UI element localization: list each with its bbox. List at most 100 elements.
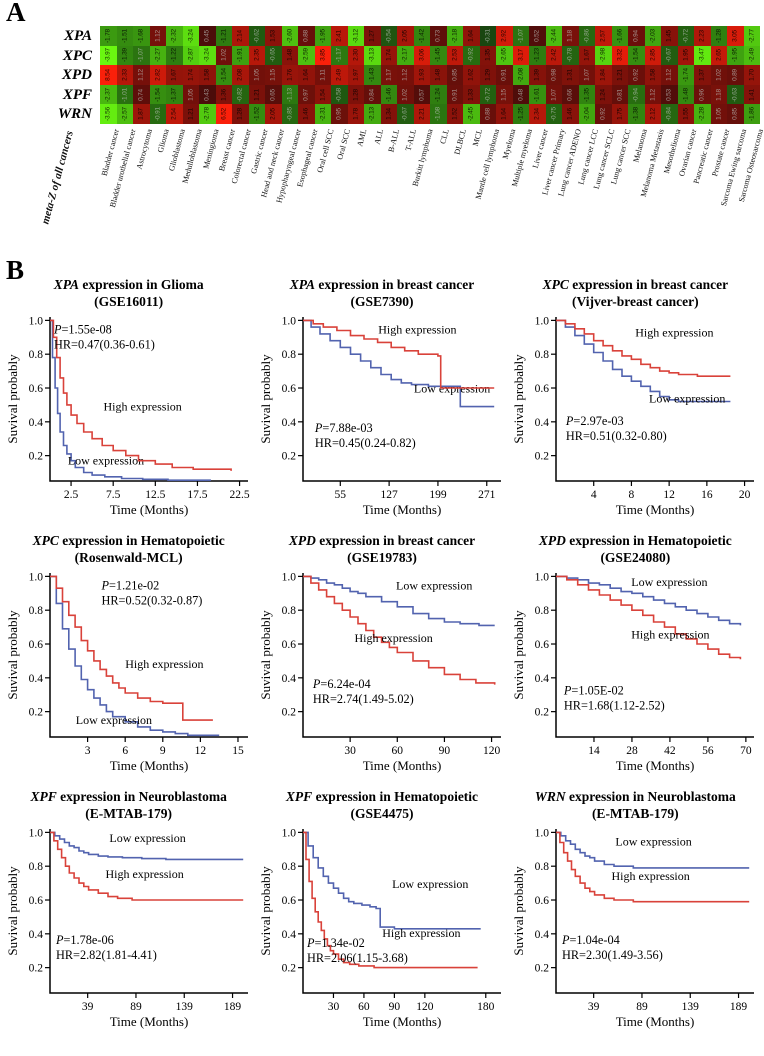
heatmap-cell-value: -0.62	[253, 28, 261, 43]
p-value-text: P=1.05E-02	[563, 683, 624, 697]
heatmap-cell-value: -1.51	[121, 28, 129, 43]
km-chart: 1.0 0.8 0.6 0.4 0.2 30 60 90 120 180 Suvival proba…	[258, 827, 501, 1029]
heatmap-cell-value: 1.36	[220, 88, 228, 101]
heatmap-cell-value: 2.14	[236, 29, 244, 42]
heatmap-cell-value: 1.31	[566, 69, 574, 81]
km-plot-xpc-4: XPC expression in Hematopoietic (Rosenwal…	[2, 528, 255, 776]
heatmap-cell-value: -2.87	[187, 48, 195, 63]
heatmap-cell-value: 1.41	[748, 88, 756, 101]
y-tick-label: 1.0	[535, 315, 550, 327]
heatmap-cell-value: 2.54	[170, 108, 178, 121]
heatmap-cell-value: 1.05	[253, 69, 261, 81]
heatmap-cell: 1.95	[677, 45, 694, 66]
heatmap-cell-value: -2.04	[583, 107, 591, 122]
heatmap-cell-value: -1.35	[583, 87, 591, 102]
heatmap-column-label: Myeloma	[500, 128, 518, 160]
heatmap-cell-value: -1.25	[517, 107, 525, 122]
x-tick-label: 39	[588, 1001, 600, 1013]
heatmap-cell-value: 1.15	[500, 88, 508, 101]
heatmap-cell: -0.67	[397, 104, 414, 124]
heatmap-cell-value: 0.97	[302, 88, 310, 101]
heatmap-cell-value: 0.57	[418, 88, 426, 101]
y-tick-label: 0.2	[535, 707, 550, 719]
heatmap-cell-value: -1.39	[121, 48, 129, 63]
y-tick-label: 0.6	[282, 383, 297, 395]
meta-z-heatmap: XPA -1.78 -1.51 -1.68 1.12 -2.32 -3.24 0.45 -1.2…	[0, 0, 764, 258]
survival-curve-high	[556, 575, 742, 660]
heatmap-cell: -1.51	[116, 26, 133, 46]
y-tick-label: 0.2	[282, 963, 297, 975]
heatmap-cell: 1.64	[298, 65, 315, 85]
plot-title-gene: XPD	[538, 533, 566, 548]
heatmap-cell: 1.02	[215, 45, 232, 66]
heatmap-cell-value: -1.13	[286, 87, 294, 102]
km-plot-xpa-2: XPA expression in breast cancer (GSE7390)…	[255, 272, 508, 520]
heatmap-cell: -1.95	[314, 26, 331, 46]
y-tick-label: 1.0	[282, 827, 297, 839]
y-tick-label: 0.6	[28, 895, 43, 907]
x-tick-label: 2.5	[64, 489, 79, 501]
meta-z-axis-label: meta-Z of all cancers	[39, 129, 76, 226]
heatmap-cell-value: 3.85	[319, 49, 327, 62]
heatmap-cell-value: 1.75	[616, 108, 624, 121]
x-tick-label: 12	[194, 745, 206, 757]
heatmap-column-label: Oral cell SCC	[315, 128, 336, 174]
heatmap-cell: -1.86	[743, 104, 760, 124]
y-tick-label: 0.8	[282, 861, 297, 873]
x-axis-title: Time (Months)	[616, 502, 695, 517]
heatmap-column-label: AML	[355, 128, 369, 148]
heatmap-cell: -2.49	[743, 45, 760, 66]
heatmap-cell-value: 2.12	[649, 108, 657, 121]
heatmap-cell: -0.67	[661, 45, 678, 66]
heatmap-gene-label-xpf: XPF	[62, 86, 92, 103]
heatmap-cell-value: -2.17	[401, 48, 409, 63]
heatmap-column-label: DLBCL	[452, 128, 468, 156]
heatmap-cell-value: 1.07	[550, 88, 558, 101]
heatmap-cell: 3.85	[314, 45, 331, 66]
y-tick-label: 0.6	[282, 895, 297, 907]
x-tick-label: 8	[629, 489, 635, 501]
heatmap-column-label: Glioma	[155, 128, 171, 154]
heatmap-cell-value: 3.32	[616, 49, 624, 62]
heatmap-cell: 0.91	[496, 65, 513, 85]
heatmap-cell-value: -1.46	[385, 87, 393, 102]
heatmap-cell-value: 1.28	[352, 88, 360, 101]
heatmap-cell-value: -1.95	[319, 28, 327, 43]
heatmap-cell: 1.76	[281, 65, 298, 85]
km-plot-xpa-1: XPA expression in Glioma (GSE16011) 1.0 0.8…	[2, 272, 255, 520]
y-tick-label: 0.2	[28, 451, 43, 463]
heatmap-cell-value: 0.89	[731, 69, 739, 81]
curve-label-high: High expression	[632, 628, 710, 642]
heatmap-cell: 2.41	[331, 26, 348, 46]
survival-curve-low	[49, 575, 219, 737]
heatmap-cell: -2.27	[149, 45, 166, 66]
heatmap-cell-value: 2.05	[269, 108, 277, 121]
heatmap-cell: -1.42	[413, 26, 430, 46]
heatmap-cell-value: -1.23	[533, 48, 541, 63]
heatmap-cell: -0.82	[232, 84, 249, 105]
heatmap-cell-value: 1.34	[385, 108, 393, 121]
heatmap-cell: 1.05	[248, 65, 265, 85]
heatmap-cell: 0.43	[199, 84, 216, 105]
heatmap-cell-value: 0.96	[698, 88, 706, 101]
heatmap-cell: 1.21	[611, 65, 628, 85]
heatmap-cell: -0.31	[479, 26, 496, 46]
axes	[302, 829, 501, 994]
km-chart: 1.0 0.8 0.6 0.4 0.2 2.5 7.5 12.5 17.5 22.5 Suvival…	[5, 315, 250, 517]
heatmap-cell: 1.07	[545, 84, 562, 105]
heatmap-cell-value: -0.54	[385, 28, 393, 43]
p-value-text: P=1.34e-02	[306, 936, 365, 950]
heatmap-cell-value: -1.54	[220, 68, 228, 82]
plot-subtitle: (E-MTAB-179)	[591, 806, 679, 821]
heatmap-cell-value: 1.17	[385, 69, 393, 81]
heatmap-cell-value: 2.21	[418, 108, 426, 121]
heatmap-cell-value: 2.41	[335, 29, 343, 42]
heatmap-cell: -2.37	[100, 84, 117, 105]
heatmap-cell-value: 2.34	[533, 108, 541, 121]
plot-subtitle: (E-MTAB-179)	[85, 806, 173, 821]
km-plot-wrn-9: WRN expression in Neuroblastoma (E-MTAB-1…	[509, 784, 762, 1032]
plot-title: XPC expression in Hematopoietic	[32, 533, 225, 548]
heatmap-cell-value: 1.52	[451, 108, 459, 121]
heatmap-cell-value: -0.58	[335, 87, 343, 102]
heatmap-cell-value: -2.60	[286, 28, 294, 43]
